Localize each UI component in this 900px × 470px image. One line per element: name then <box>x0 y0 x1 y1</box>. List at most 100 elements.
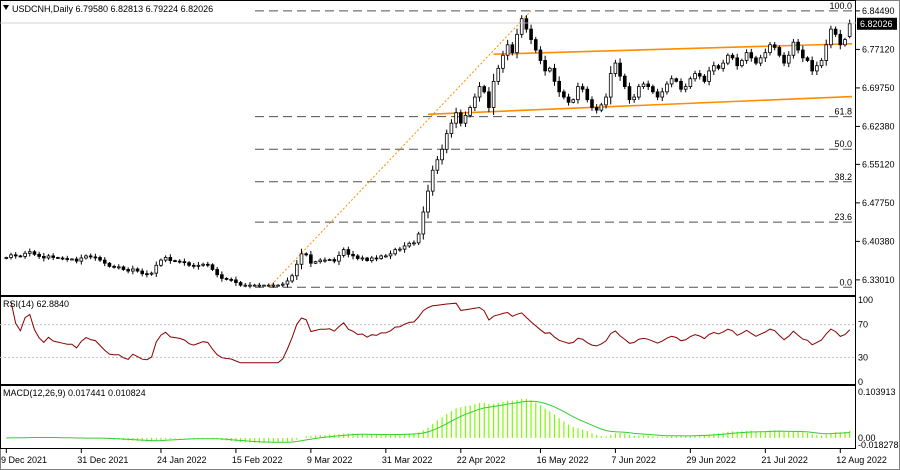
candle <box>740 58 744 68</box>
candle-body <box>98 257 102 261</box>
price-panel-border <box>0 0 856 296</box>
price-tick-label: 6.55120 <box>862 159 895 169</box>
candle-body <box>215 269 219 276</box>
candle-body <box>791 41 796 56</box>
candlestick-series <box>0 15 856 289</box>
candle <box>299 248 304 270</box>
candle <box>843 37 847 47</box>
candle-body <box>9 254 13 258</box>
candle-body <box>257 284 262 287</box>
candle <box>716 63 721 71</box>
candle-body <box>458 112 463 124</box>
candle-body <box>444 133 449 150</box>
rsi-series <box>0 301 856 364</box>
candle-body <box>32 251 37 255</box>
candle <box>280 282 285 288</box>
candle <box>533 36 538 53</box>
rsi-axis: 100 70 30 0 <box>858 295 873 387</box>
candle <box>473 93 477 112</box>
candle <box>838 29 843 50</box>
candle <box>360 255 365 261</box>
candle <box>618 58 622 81</box>
candle-body <box>388 253 393 257</box>
candle-body <box>295 263 299 277</box>
time-tick-label: 21 Jul 2022 <box>761 455 808 465</box>
candle-body <box>42 256 46 259</box>
candle-body <box>810 60 814 72</box>
macd-axis: 0.103913 0.00-0.018278 <box>858 387 899 450</box>
candle-body <box>641 83 646 88</box>
candle <box>688 76 693 89</box>
candle <box>805 56 810 63</box>
candle <box>627 82 632 104</box>
candle <box>402 242 407 253</box>
candle-body <box>430 169 435 192</box>
candle <box>651 84 655 94</box>
candle-body <box>360 257 365 260</box>
rsi-panel-border <box>0 296 856 385</box>
candle <box>224 277 229 281</box>
candle-body <box>182 261 187 264</box>
candle <box>735 53 740 70</box>
candle <box>693 70 697 82</box>
candle <box>374 255 379 262</box>
candle-body <box>627 86 632 101</box>
current-price-tag <box>857 17 897 30</box>
candle-body <box>262 284 266 287</box>
candle-body <box>271 284 276 287</box>
candle-body <box>13 254 18 257</box>
candle-body <box>683 86 688 90</box>
candle <box>285 277 290 288</box>
candle-body <box>571 99 576 103</box>
macd-tick-label: 0.00 <box>858 433 876 443</box>
candle <box>309 250 313 268</box>
candle <box>679 78 683 93</box>
candle-body <box>384 255 388 258</box>
candle-body <box>548 67 552 72</box>
candle-body <box>4 257 9 259</box>
candle-body <box>398 248 402 251</box>
candle <box>266 283 271 287</box>
candle-body <box>327 259 332 261</box>
candle-body <box>323 259 327 262</box>
candle-body <box>721 62 725 69</box>
candle <box>754 55 758 66</box>
price-axis: 6.84490 6.77120 6.69750 6.62380 6.55120 6.477… <box>856 6 897 285</box>
candle-body <box>407 242 412 247</box>
trendline-lower[interactable] <box>427 95 853 116</box>
candle-body <box>693 73 697 80</box>
candle <box>98 255 102 262</box>
symbol-ohlc-line: USDCNH,Daily 6.79580 6.82813 6.79224 6.8… <box>12 4 213 14</box>
candle-body <box>440 148 444 161</box>
candle-body <box>163 257 168 261</box>
candle <box>604 93 608 109</box>
candle <box>182 258 187 266</box>
candle <box>9 252 13 260</box>
candle <box>18 254 23 258</box>
candle <box>637 83 641 100</box>
candle <box>641 81 646 89</box>
candle-body <box>18 255 23 258</box>
candle <box>819 58 824 69</box>
candle <box>468 105 472 118</box>
candle <box>576 82 580 104</box>
candle-body <box>482 86 487 93</box>
fib-level-label: 50.0 <box>834 139 852 149</box>
candle <box>763 48 768 62</box>
candle-body <box>154 264 159 274</box>
candle-body <box>84 255 88 259</box>
candle <box>215 266 219 278</box>
candle <box>421 206 426 240</box>
candle <box>93 253 98 261</box>
candle-body <box>145 273 149 276</box>
candle-body <box>205 263 210 266</box>
candle-body <box>632 96 636 101</box>
candle <box>304 252 308 257</box>
current-price-label: 6.82026 <box>860 19 893 29</box>
candle-body <box>801 49 805 59</box>
collapse-triangle-icon[interactable] <box>3 5 9 10</box>
candle <box>711 61 716 76</box>
candle-body <box>477 86 482 98</box>
candle <box>355 254 360 261</box>
